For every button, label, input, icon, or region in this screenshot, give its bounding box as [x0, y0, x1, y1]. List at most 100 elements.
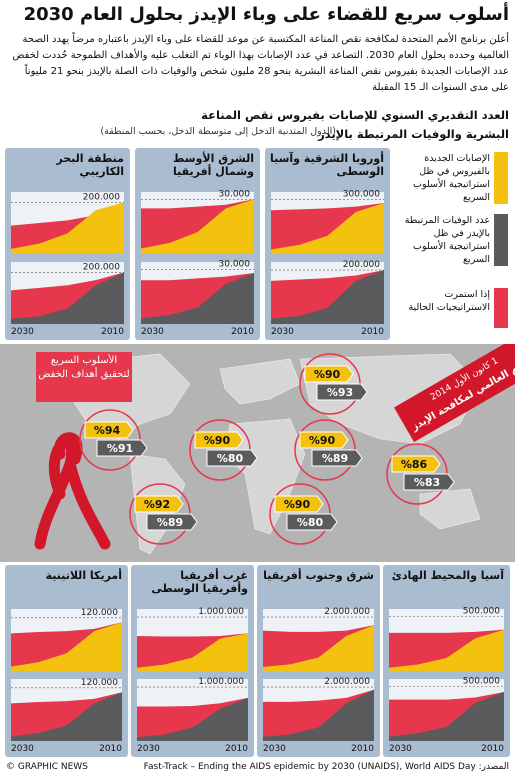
badge-deaths-label: %93 [327, 386, 353, 399]
panel-title: أوروبا الشرقية وآسيا الوسطى [269, 152, 384, 178]
badge-infections-label: %92 [144, 498, 170, 511]
area-fast-track [11, 202, 124, 254]
area-fast-track [137, 633, 248, 671]
area-fast-track [11, 692, 122, 741]
area-fast-track [389, 692, 504, 741]
area-fast-track [141, 272, 254, 324]
area-fast-track [389, 629, 504, 671]
badge-infections [84, 421, 134, 439]
badge-deaths [146, 513, 198, 531]
x-tick-label: 2010 [351, 744, 374, 754]
legend-swatch [494, 214, 508, 266]
panel-chart: 120.000 120.000 2010 2030 [11, 608, 122, 754]
badge-infections [274, 495, 324, 513]
badge-deaths-label: %83 [414, 476, 440, 489]
badge-infections-label: %90 [314, 368, 341, 381]
red-ribbon [34, 432, 111, 550]
area-fast-track [263, 689, 374, 741]
x-tick-label: 2030 [389, 744, 412, 754]
area-fast-track [141, 199, 254, 254]
panel: آسيا والمحيط الهادئ 500.000 500.000 2010 203… [383, 565, 510, 757]
intro: أعلن برنامج الأمم المتحدة لمكافحة نقص ال… [12, 34, 509, 93]
legend-text: إذا استمرت الاستراتيجيات الحالية [408, 289, 490, 313]
subtitle: العدد التقديري السنوي للإصابات بفيروس نق… [201, 108, 509, 141]
x-tick-label: 2010 [225, 744, 248, 754]
badge-infections-label: %86 [401, 458, 428, 471]
x-tick-label: 2010 [99, 744, 122, 754]
panel-title: منطقة البحر الكاريبي [56, 152, 124, 178]
panel-chart: 2.000.000 2.000.000 2010 2030 [263, 607, 374, 754]
banner-box [36, 352, 132, 402]
y-tick-label: 2.000.000 [324, 607, 370, 617]
area-fast-track [271, 202, 384, 254]
badge-infections [194, 431, 244, 449]
panel: أوروبا الشرقية وآسيا الوسطى 300.000 200.00… [265, 148, 390, 340]
badge-infections [304, 365, 354, 383]
badge-deaths-label: %80 [297, 516, 324, 529]
y-tick-label: 200.000 [83, 192, 120, 202]
panel: منطقة البحر الكاريبي 200.000 200.000 2010 20… [5, 148, 130, 340]
badge-deaths-label: %80 [217, 452, 244, 465]
legend-swatch [494, 288, 508, 328]
y-tick-label: 500.000 [463, 677, 500, 687]
area-fast-track [11, 622, 122, 671]
panel-title: غرب أفريقيا وأفريقيا الوسطى [151, 569, 248, 595]
x-tick-label: 2030 [11, 744, 34, 754]
badge-infections [391, 455, 441, 473]
badges: %94 %91 %92 %89 %90 %80 %90 %89 %90 %80 %86 %83 %90%… [79, 353, 455, 545]
panel-chart: 200.000 200.000 2010 2030 [11, 192, 124, 337]
panel-title: شرق وجنوب أفريقيا [263, 569, 374, 582]
badge-infections [134, 495, 184, 513]
y-tick-label: 300.000 [343, 189, 380, 199]
panel-chart: 1.000.000 1.000.000 2010 2030 [137, 607, 248, 754]
x-tick-label: 2030 [271, 327, 294, 337]
legend-text: عدد الوفيات المرتبطة بالإيدز في ظل استرا… [404, 215, 490, 265]
y-tick-label: 500.000 [463, 607, 500, 617]
legend-text: الإصابات الجديدة بالفيروس في ظل استراتيج… [413, 153, 490, 203]
area-fast-track [263, 625, 374, 671]
badge-deaths [286, 513, 338, 531]
day-ribbon-box [394, 344, 515, 443]
badge-deaths [316, 383, 368, 401]
source: المصدر: Fast-Track – Ending the AIDS epi… [143, 762, 509, 772]
panel-title: الشرق الأوسط وشمال أفريقيا [172, 152, 254, 178]
note: (الدول المتدنية الدخل إلى متوسطة الدخل، … [100, 126, 336, 137]
panel: الشرق الأوسط وشمال أفريقيا 30.000 30.000 20… [135, 148, 260, 340]
banner: الأسلوب السريع لتحقيق أهداف الخفض [38, 355, 130, 380]
x-tick-label: 2030 [141, 327, 164, 337]
y-tick-label: 30.000 [219, 259, 251, 269]
badge-deaths [403, 473, 455, 491]
credit: © GRAPHIC NEWS [6, 762, 88, 772]
panel: غرب أفريقيا وأفريقيا الوسطى 1.000.000 1.00… [131, 565, 254, 757]
badge-infections-label: %90 [284, 498, 311, 511]
badge-deaths-label: %89 [322, 452, 348, 465]
panel-chart: 500.000 500.000 2010 2030 [389, 607, 504, 754]
area-fast-track [271, 270, 384, 324]
badge-infections [299, 431, 349, 449]
panel: شرق وجنوب أفريقيا 2.000.000 2.000.000 2010 2… [257, 565, 380, 757]
badge-deaths [311, 449, 363, 467]
panel: أمريكا اللاتينية 120.000 120.000 2010 2030 [5, 565, 128, 757]
badge-infections-label: %90 [309, 434, 336, 447]
badge-infections-label: %90 [204, 434, 231, 447]
legend-swatch [494, 152, 508, 204]
map: %94 %91 %92 %89 %90 %80 %90 %89 %90 %80 %86 %83 %90%… [0, 344, 515, 562]
y-tick-label: 2.000.000 [324, 677, 370, 687]
badge-infections-label: %94 [94, 424, 121, 437]
panel-chart: 30.000 30.000 2010 2030 [141, 189, 254, 337]
x-tick-label: 2010 [101, 327, 124, 337]
x-tick-label: 2010 [231, 327, 254, 337]
y-tick-label: 1.000.000 [198, 677, 244, 687]
panel-title: أمريكا اللاتينية [45, 569, 122, 582]
y-tick-label: 1.000.000 [198, 607, 244, 617]
x-tick-label: 2030 [137, 744, 160, 754]
badge-deaths-label: %89 [157, 516, 183, 529]
x-tick-label: 2030 [263, 744, 286, 754]
panel-title: آسيا والمحيط الهادئ [391, 569, 504, 582]
badge-deaths [206, 449, 258, 467]
area-fast-track [11, 272, 124, 324]
title: أسلوب سريع للقضاء على وباء الإيدز بحلول … [23, 4, 509, 25]
y-tick-label: 120.000 [81, 678, 118, 688]
x-tick-label: 2030 [11, 327, 34, 337]
